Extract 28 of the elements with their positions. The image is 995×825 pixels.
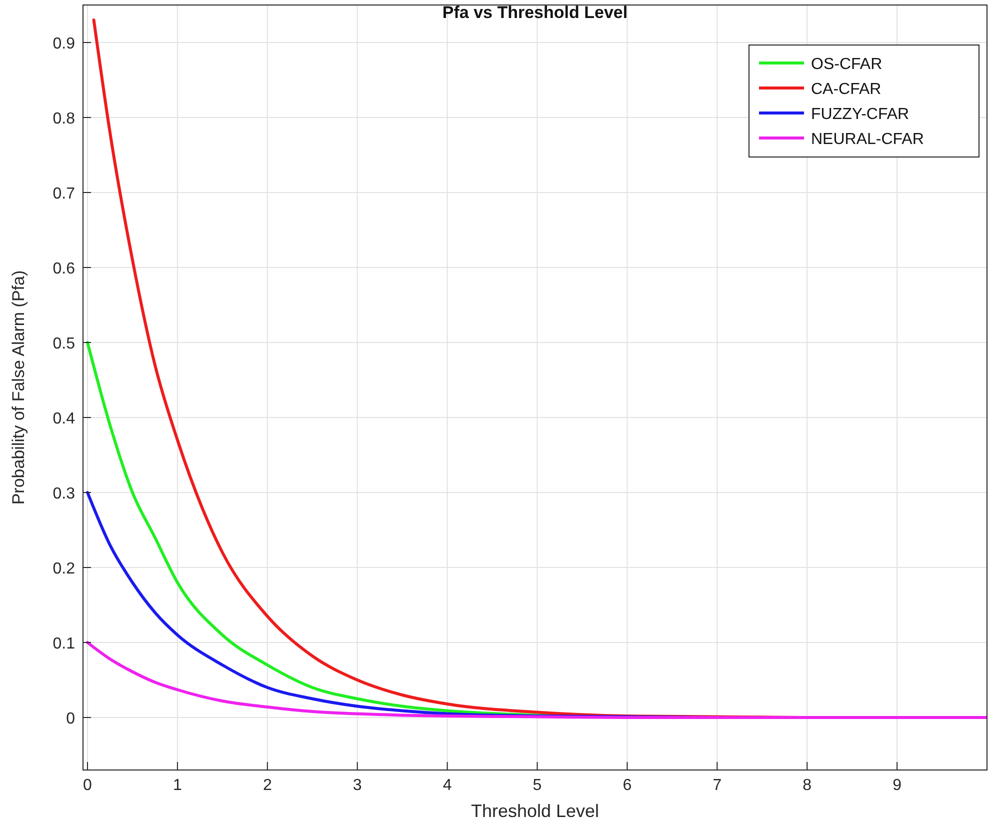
y-tick-label: 0.6: [52, 260, 76, 278]
x-tick-label: 6: [622, 777, 632, 794]
legend-label: OS-CFAR: [811, 56, 882, 73]
line-series: [86, 641, 987, 719]
x-tick-label: 8: [802, 777, 812, 794]
legend-label: FUZZY-CFAR: [811, 106, 910, 123]
legend-label: CA-CFAR: [811, 81, 882, 98]
y-tick-label: 0.1: [52, 636, 76, 652]
y-tick-label: 0.4: [52, 410, 76, 428]
y-tick-label: 0.8: [52, 110, 76, 128]
y-tick-label: 0.2: [52, 560, 76, 578]
y-tick-label: 0: [66, 710, 76, 728]
y-tick-label: 0.7: [52, 186, 76, 202]
chart-title: Pfa vs Threshold Level: [442, 3, 628, 22]
y-tick-label: 0.5: [52, 336, 76, 352]
x-tick-label: 0: [83, 777, 92, 794]
x-tick-label: 4: [442, 777, 452, 794]
y-tick-label: 0.9: [52, 36, 76, 52]
x-tick-label: 9: [892, 777, 902, 794]
x-tick-label: 7: [712, 777, 722, 794]
x-tick-label: 5: [532, 777, 542, 794]
x-tick-label: 3: [352, 777, 362, 794]
y-tick-label: 0.3: [52, 486, 76, 502]
x-tick-label: 1: [172, 777, 182, 794]
x-axis-title: Threshold Level: [470, 801, 600, 821]
x-tick-label: 2: [262, 777, 272, 794]
legend-label: NEURAL-CFAR: [811, 131, 924, 148]
y-axis-title: Probability of False Alarm (Pfa): [9, 270, 28, 505]
